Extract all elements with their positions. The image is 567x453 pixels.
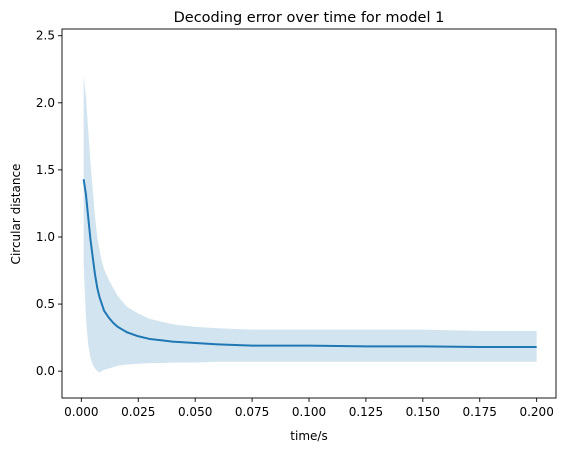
y-tick-label: 2.5	[36, 29, 55, 43]
x-axis-label: time/s	[290, 429, 327, 443]
x-tick-label: 0.075	[235, 405, 269, 419]
x-tick-label: 0.125	[349, 405, 383, 419]
y-tick-label: 0.5	[36, 297, 55, 311]
x-tick-label: 0.000	[64, 405, 98, 419]
series-line	[82, 179, 537, 349]
x-tick-label: 0.100	[292, 405, 326, 419]
error-band	[83, 75, 537, 373]
y-axis: 0.0 0.5 1.0 1.5 2.0 2.5	[36, 29, 62, 378]
plot-area	[82, 75, 537, 373]
x-tick-label: 0.050	[178, 405, 212, 419]
x-tick-label: 0.200	[519, 405, 553, 419]
y-tick-label: 1.0	[36, 230, 55, 244]
x-tick-label: 0.150	[406, 405, 440, 419]
y-tick-label: 2.0	[36, 96, 55, 110]
y-tick-label: 0.0	[36, 364, 55, 378]
y-axis-label: Circular distance	[9, 164, 23, 265]
y-tick-label: 1.5	[36, 163, 55, 177]
chart-title: Decoding error over time for model 1	[174, 10, 445, 26]
x-tick-label: 0.175	[463, 405, 497, 419]
x-axis: 0.000 0.025 0.050 0.075 0.100 0.125 0.150 0.175…	[64, 398, 554, 419]
x-tick-label: 0.025	[121, 405, 155, 419]
